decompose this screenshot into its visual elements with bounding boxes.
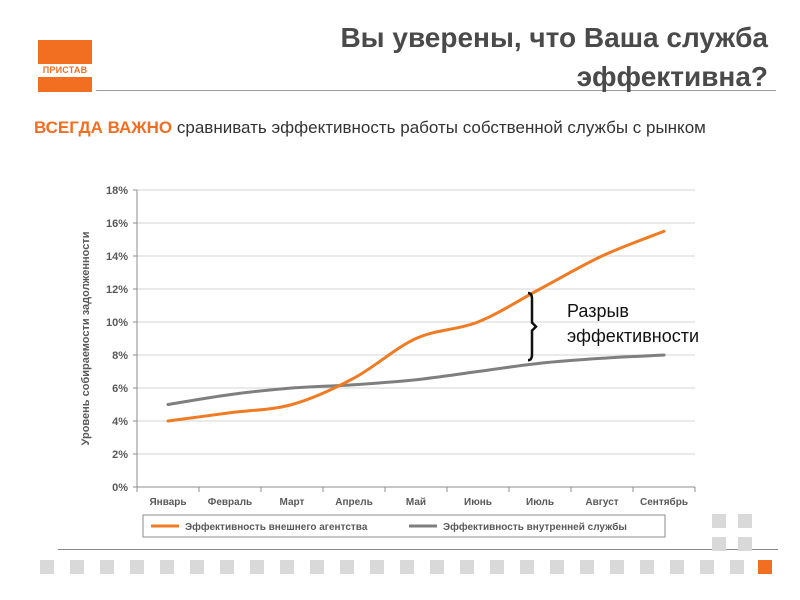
subtitle: ВСЕГДА ВАЖНО сравнивать эффективность ра… [34, 116, 764, 139]
series-line-external-agency [166, 229, 666, 423]
y-tick-label: 16% [106, 218, 128, 230]
x-tick-label: Март [280, 497, 305, 508]
y-tick-label: 14% [106, 251, 128, 263]
x-tick-label: Сентябрь [640, 496, 688, 508]
x-tick-label: Февраль [208, 497, 252, 508]
y-tick-label: 2% [112, 449, 128, 461]
gap-annotation: Разрыв эффективности [567, 299, 699, 349]
y-tick-label: 8% [112, 350, 128, 362]
series-line-internal-service [166, 353, 666, 406]
gap-annotation-line1: Разрыв [567, 301, 629, 321]
x-tick-label: Май [406, 497, 426, 508]
y-tick-label: 0% [112, 482, 128, 494]
legend-box [142, 514, 666, 538]
gap-bracket [527, 291, 538, 362]
legend-label: Эффективность внутренней службы [443, 521, 627, 533]
x-tick-label: Январь [149, 497, 186, 508]
footer-divider [58, 549, 778, 550]
header-divider [96, 90, 776, 91]
logo: ПРИСТАВ [38, 40, 92, 92]
x-tick-label: Июнь [464, 497, 492, 508]
x-tick-label: Апрель [335, 497, 372, 508]
y-tick-label: 12% [106, 284, 128, 296]
y-tick-label: 4% [112, 416, 128, 428]
y-tick-label: 18% [106, 185, 128, 197]
y-tick-label: 6% [112, 383, 128, 395]
subtitle-emphasis: ВСЕГДА ВАЖНО [34, 118, 173, 137]
x-tick-label: Август [585, 497, 618, 508]
y-tick-label: 10% [106, 317, 128, 329]
page-title: Вы уверены, что Ваша служба эффективна? [340, 22, 768, 92]
logo-text: ПРИСТАВ [42, 65, 88, 75]
y-axis-title: Уровень собираемости задолженности [80, 232, 92, 446]
subtitle-text: сравнивать эффективность работы собствен… [172, 118, 706, 137]
gap-annotation-line2: эффективности [567, 326, 700, 346]
x-tick-label: Июль [526, 497, 554, 508]
logo-band [38, 64, 92, 77]
legend-label: Эффективность внешнего агентства [185, 521, 368, 533]
